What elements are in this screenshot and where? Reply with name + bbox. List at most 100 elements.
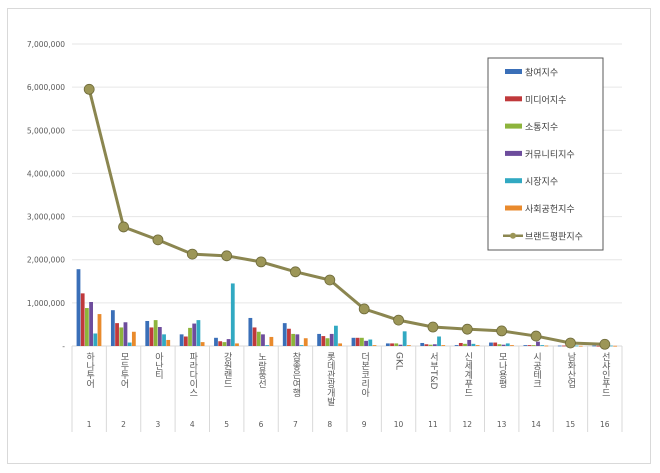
legend-swatch [505, 205, 522, 211]
category-label: 선샤인푸드 [600, 352, 610, 397]
brand-reputation-point [393, 314, 404, 326]
bar-미디어지수 [80, 293, 85, 346]
rank-label: 12 [463, 420, 473, 429]
bar-참여지수 [420, 342, 425, 346]
bar-미디어지수 [115, 323, 119, 346]
brand-reputation-point [290, 266, 301, 278]
rank-label: 3 [156, 420, 161, 429]
bar-시장지수 [505, 343, 510, 346]
legend-swatch [505, 178, 522, 184]
bar-소통지수 [84, 308, 89, 346]
legend-marker [510, 232, 516, 239]
bar-참여지수 [523, 345, 528, 346]
bar-커뮤니티지수 [329, 333, 334, 346]
rank-label: 4 [190, 420, 195, 429]
bar-시장지수 [265, 345, 270, 346]
bar-미디어지수 [493, 342, 498, 346]
bar-커뮤니티지수 [192, 323, 197, 346]
bar-사회공헌지수 [441, 345, 446, 346]
rank-label: 6 [259, 420, 264, 429]
bar-참여지수 [317, 333, 322, 346]
bar-소통지수 [119, 327, 124, 346]
bar-소통지수 [463, 343, 467, 346]
bar-참여지수 [489, 342, 493, 346]
bar-미디어지수 [218, 341, 223, 346]
y-tick-label: - [62, 342, 65, 351]
bar-사회공헌지수 [613, 345, 618, 347]
bar-참여지수 [454, 345, 459, 346]
brand-reputation-point [358, 303, 370, 315]
bar-미디어지수 [562, 345, 566, 347]
bar-시장지수 [402, 331, 407, 346]
bar-미디어지수 [321, 336, 326, 346]
bar-커뮤니티지수 [123, 322, 128, 346]
bar-소통지수 [291, 333, 296, 346]
rank-label: 11 [428, 420, 438, 429]
category-label: 강원랜드 [222, 352, 232, 388]
legend-label: 브랜드평판지수 [525, 231, 583, 242]
brand-reputation-point [152, 234, 164, 246]
bar-커뮤니티지수 [89, 301, 93, 346]
brand-reputation-point [496, 325, 508, 337]
bar-사회공헌지수 [131, 331, 136, 346]
bar-참여지수 [248, 317, 253, 346]
bar-커뮤니티지수 [536, 341, 540, 346]
y-tick-label: 7,000,000 [27, 40, 65, 49]
category-label: 파라다이스 [187, 352, 197, 397]
brand-reputation-point [530, 330, 542, 342]
y-tick-label: 3,000,000 [27, 213, 65, 222]
rank-label: 13 [497, 420, 507, 429]
chart-border [7, 8, 651, 464]
category-label: 참좋은여행 [290, 352, 300, 397]
bar-사회공헌지수 [338, 343, 343, 346]
category-label: 모나용평 [497, 352, 507, 388]
bar-시장지수 [574, 345, 579, 347]
rank-label: 1 [87, 420, 92, 429]
y-tick-label: 2,000,000 [27, 256, 65, 265]
rank-label: 16 [600, 420, 610, 429]
bar-커뮤니티지수 [295, 334, 300, 346]
bar-참여지수 [214, 337, 218, 346]
rank-label: 8 [327, 420, 332, 429]
bar-사회공헌지수 [406, 345, 411, 346]
bar-시장지수 [162, 334, 166, 346]
bar-커뮤니티지수 [501, 344, 506, 346]
legend-swatch [505, 96, 522, 102]
category-label: 롯데관광개발 [325, 352, 335, 406]
legend-label: 소통지수 [525, 122, 558, 133]
bar-소통지수 [359, 337, 364, 346]
bar-커뮤니티지수 [226, 339, 231, 346]
category-label: GKL [394, 352, 404, 370]
bar-시장지수 [609, 345, 613, 347]
brand-reputation-point [83, 83, 95, 95]
bar-사회공헌지수 [475, 345, 480, 346]
bar-참여지수 [179, 334, 184, 346]
rank-label: 10 [394, 420, 404, 429]
bar-커뮤니티지수 [364, 340, 368, 346]
bar-미디어지수 [596, 345, 601, 347]
legend-swatch [505, 150, 522, 156]
brand-reputation-point [221, 250, 233, 262]
brand-reputation-point [565, 337, 576, 349]
bar-소통지수 [531, 345, 536, 346]
bar-커뮤니티지수 [467, 339, 472, 346]
rank-label: 2 [121, 420, 126, 429]
legend-label: 사회공헌지수 [525, 204, 575, 215]
bar-커뮤니티지수 [398, 344, 403, 346]
bar-커뮤니티지수 [157, 327, 162, 346]
bar-시장지수 [471, 343, 476, 346]
bar-참여지수 [76, 269, 81, 346]
y-tick-label: 1,000,000 [27, 299, 65, 308]
bar-시장지수 [368, 339, 373, 346]
bar-참여지수 [592, 345, 597, 347]
bar-시장지수 [437, 336, 441, 346]
bar-사회공헌지수 [269, 336, 274, 346]
bar-참여지수 [557, 345, 562, 347]
rank-label: 15 [566, 420, 576, 429]
bar-커뮤니티지수 [261, 334, 265, 346]
legend-label: 미디어지수 [525, 95, 566, 106]
bar-사회공헌지수 [166, 339, 171, 346]
category-label: 하나투어 [84, 352, 94, 389]
bar-사회공헌지수 [510, 345, 514, 346]
